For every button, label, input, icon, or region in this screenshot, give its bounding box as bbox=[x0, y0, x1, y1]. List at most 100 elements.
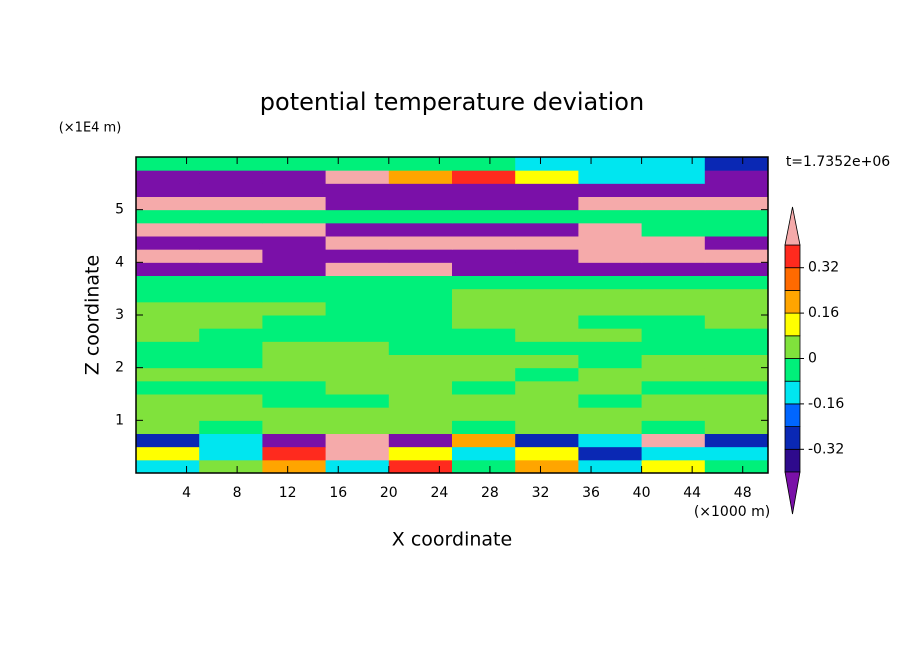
contour-cell bbox=[641, 301, 706, 316]
contour-cell bbox=[515, 209, 579, 224]
contour-cell bbox=[578, 222, 643, 237]
contour-cell bbox=[578, 315, 643, 329]
contour-cell bbox=[388, 222, 453, 237]
contour-cell bbox=[199, 222, 263, 237]
contour-cell bbox=[388, 249, 453, 263]
contour-cell bbox=[388, 315, 453, 329]
contour-cell bbox=[136, 367, 200, 382]
contour-cell bbox=[452, 328, 516, 342]
contour-cell bbox=[515, 236, 579, 250]
contour-cell bbox=[325, 209, 390, 224]
contour-cell bbox=[452, 209, 516, 224]
contour-cell bbox=[325, 328, 390, 342]
contour-cell bbox=[578, 459, 643, 474]
contour-cell bbox=[388, 341, 453, 355]
contour-cell bbox=[452, 170, 516, 184]
contour-cell bbox=[388, 288, 453, 303]
contour-cell bbox=[704, 262, 769, 276]
contour-cell bbox=[199, 196, 263, 211]
colorbar-tick-label: 0 bbox=[808, 351, 817, 367]
colorbar-box bbox=[784, 267, 801, 291]
contour-cell bbox=[641, 196, 706, 211]
contour-cell bbox=[199, 275, 263, 290]
contour-cell bbox=[136, 328, 200, 342]
contour-cell bbox=[199, 380, 263, 395]
contour-cell bbox=[136, 446, 200, 461]
contour-cell bbox=[325, 315, 390, 329]
contour-cell bbox=[262, 275, 327, 290]
x-tick-label: 12 bbox=[279, 485, 297, 501]
contour-cell bbox=[578, 170, 643, 184]
contour-cell bbox=[704, 209, 769, 224]
contour-cell bbox=[136, 236, 200, 250]
contour-cell bbox=[578, 262, 643, 276]
contour-cell bbox=[578, 209, 643, 224]
contour-cell bbox=[704, 433, 769, 448]
contour-cell bbox=[262, 170, 327, 184]
contour-cell bbox=[515, 420, 579, 434]
contour-cell bbox=[515, 433, 579, 448]
contour-cell bbox=[452, 354, 516, 369]
contour-cell bbox=[578, 433, 643, 448]
contour-cell bbox=[199, 394, 263, 408]
contour-cell bbox=[325, 236, 390, 250]
x-tick-label: 4 bbox=[182, 485, 191, 501]
contour-cell bbox=[515, 446, 579, 461]
contour-cell bbox=[199, 328, 263, 342]
contour-cell bbox=[452, 341, 516, 355]
contour-cell bbox=[388, 275, 453, 290]
contour-cell bbox=[136, 433, 200, 448]
contour-cell bbox=[136, 315, 200, 329]
colorbar-extend-low bbox=[784, 471, 801, 515]
contour-cell bbox=[578, 249, 643, 263]
contour-cell bbox=[136, 196, 200, 211]
colorbar-box bbox=[784, 426, 801, 450]
contour-cell bbox=[199, 301, 263, 316]
colorbar-box bbox=[784, 380, 801, 405]
contour-cell bbox=[452, 222, 516, 237]
contour-cell bbox=[704, 249, 769, 263]
contour-cell bbox=[325, 420, 390, 434]
contour-cell bbox=[325, 394, 390, 408]
contour-cell bbox=[578, 157, 643, 171]
contour-cell bbox=[325, 301, 390, 316]
contour-cell bbox=[515, 275, 579, 290]
contour-cell bbox=[136, 341, 200, 355]
contour-cell bbox=[641, 288, 706, 303]
contour-cell bbox=[704, 196, 769, 211]
x-tick-label: 20 bbox=[380, 485, 398, 501]
contour-cell bbox=[452, 367, 516, 382]
contour-cell bbox=[388, 380, 453, 395]
contour-cell bbox=[262, 341, 327, 355]
time-annotation: t=1.7352e+06 bbox=[786, 154, 890, 170]
contour-cell bbox=[704, 275, 769, 290]
contour-cell bbox=[262, 301, 327, 316]
contour-cell bbox=[704, 380, 769, 395]
contour-cell bbox=[262, 354, 327, 369]
contour-cell bbox=[199, 249, 263, 263]
contour-cell bbox=[641, 236, 706, 250]
contour-cell bbox=[578, 407, 643, 421]
contour-cell bbox=[578, 341, 643, 355]
contour-cell bbox=[262, 209, 327, 224]
contour-cell bbox=[641, 446, 706, 461]
y-tick-label: 2 bbox=[115, 360, 124, 376]
contour-cell bbox=[452, 183, 516, 197]
contour-cell bbox=[325, 459, 390, 474]
contour-cell bbox=[641, 459, 706, 474]
contour-cell bbox=[578, 196, 643, 211]
x-tick-label: 32 bbox=[532, 485, 550, 501]
colorbar-box bbox=[784, 403, 801, 427]
contour-cell bbox=[262, 315, 327, 329]
contour-cell bbox=[199, 315, 263, 329]
contour-cell bbox=[641, 222, 706, 237]
contour-cell bbox=[325, 367, 390, 382]
contour-cell bbox=[262, 157, 327, 171]
colorbar-tick-label: -0.16 bbox=[808, 396, 844, 412]
x-tick-label: 40 bbox=[633, 485, 651, 501]
colorbar-box bbox=[784, 289, 801, 314]
contour-cell bbox=[452, 288, 516, 303]
contour-cell bbox=[704, 341, 769, 355]
contour-cell bbox=[452, 420, 516, 434]
